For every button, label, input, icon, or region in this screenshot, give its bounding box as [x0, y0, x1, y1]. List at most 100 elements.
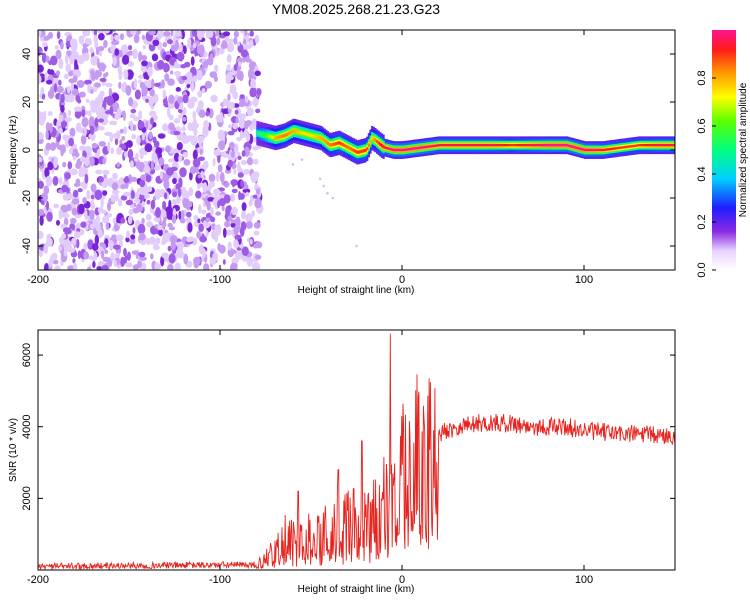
noise-speckle [178, 210, 182, 220]
ridge-cell [423, 146, 426, 149]
noise-speckle [243, 168, 250, 175]
noise-speckle [195, 190, 202, 199]
noise-speckle [98, 176, 104, 183]
snr-y-label: SNR (10 * v/v) [8, 418, 19, 482]
noise-speckle [233, 30, 239, 38]
noise-speckle [130, 190, 135, 199]
ridge-cell [413, 147, 416, 150]
colorbar-tick-label: 0.2 [696, 214, 708, 229]
ridge-cell [490, 144, 493, 147]
noise-speckle [156, 189, 160, 194]
noise-speckle [163, 192, 168, 200]
ridge-cell [299, 130, 302, 134]
noise-speckle [157, 133, 166, 139]
noise-speckle [160, 255, 165, 267]
ridge-cell [656, 144, 659, 147]
ridge-cell [392, 148, 395, 151]
noise-speckle [167, 222, 173, 228]
noise-speckle [225, 74, 232, 85]
noise-speckle [46, 34, 52, 39]
noise-speckle [172, 148, 181, 155]
noise-speckle [64, 116, 72, 123]
ridge-cell [552, 144, 556, 147]
noise-speckle [250, 78, 256, 89]
ridge-cell [543, 144, 546, 147]
noise-speckle [122, 81, 127, 89]
ridge-cell [292, 129, 295, 133]
ridge-cell [454, 144, 457, 147]
noise-speckle [78, 166, 86, 177]
snr-x-ticks: -200 -100 0 100 [27, 330, 593, 586]
ridge-cell [394, 148, 397, 152]
ridge-cell [264, 133, 267, 137]
noise-speckle [116, 146, 123, 155]
ridge-cell [366, 147, 369, 151]
ridge-cell [438, 144, 441, 147]
noise-speckle [167, 265, 172, 270]
noise-speckle [145, 120, 149, 130]
ridge-cell [344, 144, 348, 148]
ridge-cell [646, 144, 649, 147]
noise-speckle [189, 201, 193, 208]
ridge-cell [600, 148, 603, 152]
noise-speckle [68, 137, 74, 147]
noise-speckle [41, 93, 46, 100]
noise-speckle [215, 171, 220, 182]
noise-speckle [254, 254, 262, 260]
ridge-cell [567, 144, 570, 147]
ridge-cell [649, 144, 652, 147]
noise-speckle [102, 30, 111, 34]
noise-speckle [103, 114, 109, 120]
noise-speckle [222, 31, 231, 37]
noise-speckle [158, 157, 165, 166]
noise-speckle [71, 237, 77, 246]
ridge-cell [557, 144, 560, 147]
noise-speckle [46, 79, 53, 85]
noise-speckle [38, 131, 44, 140]
noise-speckle [239, 94, 245, 100]
noise-speckle [85, 37, 89, 45]
noise-speckle [162, 98, 167, 105]
noise-speckle [252, 97, 259, 107]
noise-speckle [131, 134, 136, 140]
noise-speckle [205, 110, 210, 117]
noise-speckle [47, 111, 53, 116]
noise-speckle [181, 117, 187, 122]
noise-speckle [49, 122, 53, 133]
ridge-cell [321, 137, 325, 142]
ridge-cell [410, 147, 413, 150]
noise-speckle [245, 221, 253, 229]
noise-speckle [202, 126, 209, 138]
ridge-cell [561, 144, 564, 147]
noise-speckle [227, 101, 235, 110]
ridge-cell [302, 131, 305, 135]
ridge-cell [606, 148, 610, 151]
noise-speckle [140, 55, 148, 61]
noise-speckle [56, 219, 60, 226]
noise-speckle [74, 106, 82, 112]
ridge-cell [380, 144, 384, 148]
ridge-cell [475, 144, 479, 147]
noise-speckle [227, 241, 232, 251]
noise-speckle [95, 169, 103, 175]
noise-speckle [56, 31, 61, 40]
ridge-cell [541, 144, 544, 147]
snr-x-tick-label: 100 [575, 574, 593, 586]
noise-speckle [130, 120, 134, 132]
noise-speckle [77, 250, 82, 259]
noise-speckle [248, 68, 253, 80]
colorbar-gradient [712, 30, 736, 270]
noise-speckle [187, 222, 193, 233]
noise-speckle [244, 30, 248, 37]
noise-speckle [238, 113, 247, 120]
noise-speckle [67, 247, 76, 253]
noise-speckle [60, 93, 65, 103]
noise-speckle [71, 207, 78, 216]
noise-speckle [100, 250, 105, 259]
ridge-cell [285, 132, 289, 137]
noise-speckle [233, 168, 237, 175]
noise-speckle [197, 90, 203, 98]
noise-speckle [91, 142, 98, 149]
noise-speckle [107, 141, 111, 152]
noise-speckle [134, 89, 141, 100]
